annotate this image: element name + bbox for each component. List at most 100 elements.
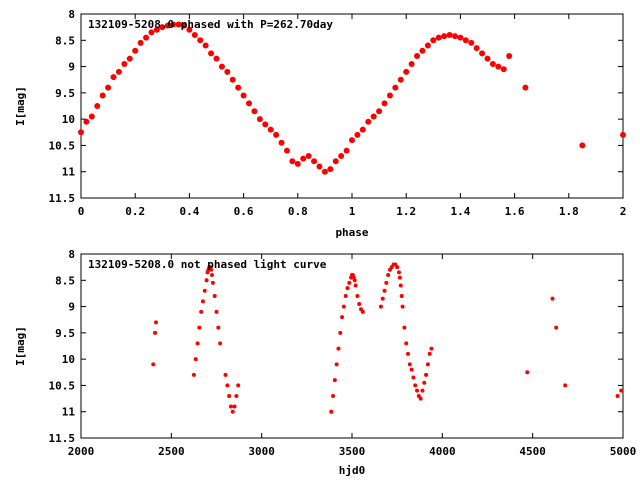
unphased-data-point — [429, 346, 434, 351]
unphased-data-point — [153, 320, 158, 325]
phased-data-point — [305, 152, 312, 159]
unphased-y-tick-label: 11.5 — [49, 432, 76, 445]
unphased-data-point — [191, 372, 196, 377]
unphased-data-point — [397, 275, 402, 280]
phased-data-point — [495, 63, 502, 70]
phased-axis-ticks: 0 0.2 0.4 0.6 0.8 1 1.2 1.4 1.6 1.8 2 8 8.5 9 9.5 10 10.… — [49, 8, 627, 218]
phased-data-point — [186, 26, 193, 33]
phased-x-tick-label: 1.4 — [450, 205, 470, 218]
phased-x-tick-label: 1.8 — [559, 205, 579, 218]
phased-data-point — [289, 158, 296, 165]
unphased-data-point — [336, 346, 341, 351]
unphased-data-point — [402, 325, 407, 330]
unphased-data-point — [334, 362, 339, 367]
phased-data-point — [267, 126, 274, 133]
unphased-data-point — [409, 367, 414, 372]
unphased-data-point — [406, 351, 411, 356]
phased-x-tick-label: 0.2 — [125, 205, 145, 218]
unphased-data-point — [360, 309, 365, 314]
phased-data-point — [579, 142, 586, 149]
phased-data-point — [462, 37, 469, 44]
unphased-data-point — [422, 380, 427, 385]
phased-chart: 0 0.2 0.4 0.6 0.8 1 1.2 1.4 1.6 1.8 2 8 8.5 9 9.5 10 10.… — [14, 8, 626, 239]
phased-data-point — [381, 100, 388, 107]
unphased-data-point — [329, 409, 334, 414]
phased-data-point — [180, 22, 187, 29]
unphased-data-point — [223, 372, 228, 377]
phased-data-point — [484, 55, 491, 62]
phased-data-point — [143, 34, 150, 41]
phased-x-tick-label: 0.6 — [234, 205, 254, 218]
phased-data-point — [620, 131, 626, 138]
phased-data-point — [94, 103, 101, 109]
phased-data-point — [468, 39, 475, 46]
phased-data-point — [349, 137, 355, 144]
phased-y-tick-label: 9.5 — [55, 87, 75, 100]
unphased-plot-frame — [80, 253, 624, 439]
unphased-data-point — [225, 383, 230, 388]
phased-y-tick-label: 8.5 — [55, 34, 75, 47]
unphased-data-point — [378, 304, 383, 309]
phased-data-point — [489, 60, 496, 67]
phased-data-point — [419, 47, 426, 54]
phased-data-point — [321, 168, 328, 175]
phased-data-point — [414, 53, 421, 60]
phased-data-point — [522, 84, 529, 91]
phased-y-axis-label: I[mag] — [14, 86, 27, 126]
phased-data-point — [83, 118, 90, 125]
phased-data-point — [294, 160, 301, 167]
phased-data-point — [479, 50, 486, 57]
phased-data-point — [338, 152, 345, 159]
phased-data-point — [251, 108, 258, 115]
unphased-data-point — [352, 278, 357, 283]
unphased-x-tick-label: 2500 — [158, 445, 185, 458]
unphased-data-point — [550, 296, 555, 301]
unphased-data-point — [386, 273, 391, 278]
phased-data-point — [218, 63, 225, 70]
phased-y-tick-label: 11.5 — [49, 192, 76, 205]
phased-x-tick-label: 1 — [349, 205, 356, 218]
unphased-x-axis-label: hjd0 — [339, 464, 366, 477]
unphased-data-point — [396, 270, 401, 275]
unphased-data-point — [347, 280, 352, 285]
unphased-y-tick-label: 10.5 — [49, 379, 76, 392]
unphased-data-point — [331, 393, 336, 398]
unphased-x-tick-label: 4000 — [429, 445, 456, 458]
unphased-x-tick-label: 4500 — [519, 445, 546, 458]
unphased-chart-title: 132109-5208.0 not phased light curve — [88, 258, 327, 271]
unphased-data-point — [209, 273, 214, 278]
phased-data-points — [78, 21, 626, 175]
unphased-data-point — [398, 283, 403, 288]
unphased-data-point — [193, 357, 198, 362]
phased-data-point — [88, 113, 95, 120]
unphased-x-tick-label: 2000 — [68, 445, 95, 458]
unphased-data-point — [232, 404, 237, 409]
phased-data-point — [235, 84, 242, 91]
phased-data-point — [164, 22, 171, 29]
phased-data-point — [316, 163, 323, 170]
unphased-data-point — [353, 283, 358, 288]
phased-data-point — [115, 68, 122, 75]
unphased-data-point — [197, 325, 202, 330]
phased-x-tick-label: 0.8 — [288, 205, 308, 218]
phased-data-point — [132, 47, 139, 54]
phased-data-point — [441, 33, 448, 40]
unphased-data-point — [427, 351, 432, 356]
unphased-data-point — [525, 370, 530, 375]
phased-data-point — [159, 24, 166, 31]
unphased-data-point — [234, 393, 239, 398]
unphased-data-point — [338, 330, 343, 335]
unphased-data-point — [345, 286, 350, 291]
phased-data-point — [403, 68, 410, 75]
phased-data-point — [424, 42, 431, 49]
unphased-chart: 2000 2500 3000 3500 4000 4500 5000 8 8.5 9 9.5 10 10… — [14, 248, 636, 477]
unphased-y-tick-label: 11 — [62, 406, 76, 419]
phased-data-point — [229, 76, 236, 83]
unphased-data-point — [411, 375, 416, 380]
unphased-data-point — [413, 383, 418, 388]
unphased-data-point — [200, 299, 205, 304]
unphased-data-point — [415, 388, 420, 393]
phased-data-point — [78, 129, 84, 136]
phased-y-tick-label: 9 — [68, 61, 75, 74]
phased-data-point — [246, 100, 253, 107]
